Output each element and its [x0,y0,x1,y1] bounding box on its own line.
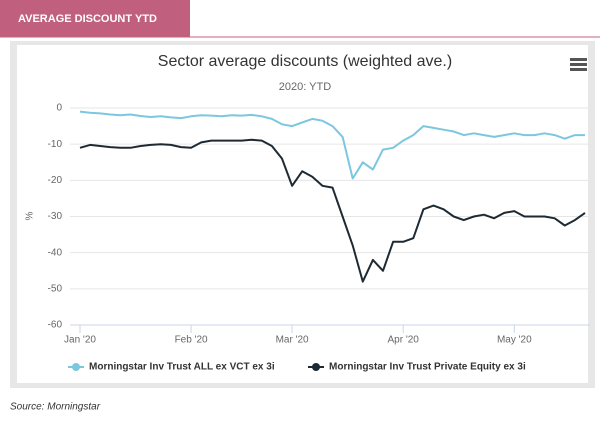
series-line [79,138,586,283]
source: Source: Morningstar [10,402,101,413]
y-axis-label: % [25,211,36,220]
chart-subtitle: 2020: YTD [279,81,331,93]
legend-label: Morningstar Inv Trust Private Equity ex … [329,362,526,373]
y-tick-label: 0 [56,103,62,114]
header-tab [0,0,190,37]
menu-bar[interactable] [570,63,587,66]
chart-title: Sector average discounts (weighted ave.) [158,53,452,70]
legend-label: Morningstar Inv Trust ALL ex VCT ex 3i [89,362,275,373]
x-tick-label: Apr '20 [388,335,420,346]
series-line [79,110,585,180]
legend-marker [312,363,320,371]
y-tick-label: -30 [48,211,63,222]
x-tick-label: Feb '20 [175,335,208,346]
x-tick-label: Mar '20 [276,335,309,346]
menu-button[interactable] [570,58,587,71]
y-tick-label: -60 [48,320,63,331]
y-tick-label: -40 [48,247,63,258]
y-tick-label: -50 [48,283,63,294]
header-title: AVERAGE DISCOUNT YTD [18,13,157,25]
x-tick-label: Jan '20 [64,335,96,346]
y-tick-label: -10 [48,139,63,150]
chart-area [17,45,588,383]
legend-marker [72,363,80,371]
menu-bar[interactable] [570,58,587,61]
menu-bar[interactable] [570,68,587,71]
x-tick-label: May '20 [497,335,532,346]
y-tick-label: -20 [48,175,63,186]
